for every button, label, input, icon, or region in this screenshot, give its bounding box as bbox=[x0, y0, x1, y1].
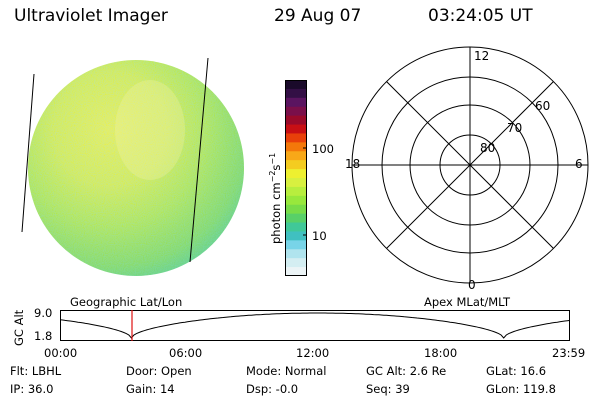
orbit-altitude-curve bbox=[60, 312, 571, 339]
colorbar-tick-10: 10 bbox=[312, 229, 327, 243]
instrument-title: Ultraviolet Imager bbox=[14, 6, 168, 26]
colorbar-segment bbox=[285, 267, 307, 276]
colorbar-segment bbox=[285, 80, 307, 90]
colorbar-segment bbox=[285, 142, 307, 152]
ip-readout: IP: 36.0 bbox=[10, 382, 54, 396]
dsp-readout: Dsp: -0.0 bbox=[246, 382, 299, 396]
colorbar-segment bbox=[285, 204, 307, 215]
filter-readout: Flt: LBHL bbox=[10, 364, 62, 378]
date-label: 29 Aug 07 bbox=[274, 6, 362, 26]
colorbar-segment bbox=[285, 169, 307, 179]
colorbar-segment bbox=[285, 195, 307, 206]
colorbar-segment bbox=[285, 151, 307, 161]
earth-disk-image bbox=[21, 57, 244, 276]
glat-readout: GLat: 16.6 bbox=[486, 364, 547, 378]
gc-alt-readout: GC Alt: 2.6 Re bbox=[366, 364, 447, 378]
earth-disk bbox=[28, 60, 244, 276]
orbit-altitude-plot bbox=[60, 310, 571, 341]
gain-readout: Gain: 14 bbox=[126, 382, 175, 396]
colorbar-segment bbox=[285, 213, 307, 224]
alt-tick-high: 9.0 bbox=[34, 306, 53, 320]
door-readout: Door: Open bbox=[126, 364, 192, 378]
apex-label: Apex MLat/MLT bbox=[424, 295, 511, 309]
time-tick-2359: 23:59 bbox=[552, 346, 586, 360]
colorbar-segment bbox=[285, 160, 307, 170]
colorbar-segment bbox=[285, 240, 307, 250]
mode-readout: Mode: Normal bbox=[246, 364, 327, 378]
colorbar-segment bbox=[285, 186, 307, 197]
colorbar-segment bbox=[285, 88, 307, 99]
color-scale-bar bbox=[285, 80, 307, 276]
alt-tick-low: 1.8 bbox=[34, 329, 53, 343]
lat-label-70: 70 bbox=[507, 121, 522, 135]
colorbar-segment bbox=[285, 106, 307, 117]
colorbar-unit-label: photon cm−2s−1 bbox=[268, 152, 283, 244]
lat-label-60: 60 bbox=[535, 99, 550, 113]
colorbar-segment bbox=[285, 231, 307, 241]
glon-readout: GLon: 119.8 bbox=[486, 382, 556, 396]
lat-label-80: 80 bbox=[480, 141, 495, 155]
colorbar-segment bbox=[285, 124, 307, 135]
colorbar-segment bbox=[285, 258, 307, 268]
colorbar-segment bbox=[285, 222, 307, 233]
terminator-line-right bbox=[189, 57, 209, 263]
disk-bright-region bbox=[115, 80, 185, 180]
time-tick-0000: 00:00 bbox=[44, 346, 78, 360]
colorbar-segment bbox=[285, 133, 307, 143]
mlt-label-18: 18 bbox=[345, 157, 360, 171]
polar-mlt-grid: 12 0 18 6 80 70 60 bbox=[345, 46, 589, 292]
terminator-line-left bbox=[21, 73, 35, 233]
colorbar-segment bbox=[285, 115, 307, 126]
mlt-label-12: 12 bbox=[474, 49, 489, 63]
mlt-label-6: 6 bbox=[575, 157, 583, 171]
colorbar-segment bbox=[285, 97, 307, 108]
time-tick-1200: 12:00 bbox=[296, 346, 330, 360]
colorbar-tick-100: 100 bbox=[312, 142, 334, 156]
time-tick-0600: 06:00 bbox=[169, 346, 203, 360]
geographic-label: Geographic Lat/Lon bbox=[70, 295, 183, 309]
time-tick-1800: 18:00 bbox=[424, 346, 458, 360]
seq-readout: Seq: 39 bbox=[366, 382, 410, 396]
mlt-label-0: 0 bbox=[468, 278, 476, 292]
time-label: 03:24:05 UT bbox=[428, 6, 533, 26]
colorbar-segment bbox=[285, 249, 307, 259]
alt-axis-title: GC Alt bbox=[12, 309, 26, 346]
colorbar-segment bbox=[285, 178, 307, 188]
